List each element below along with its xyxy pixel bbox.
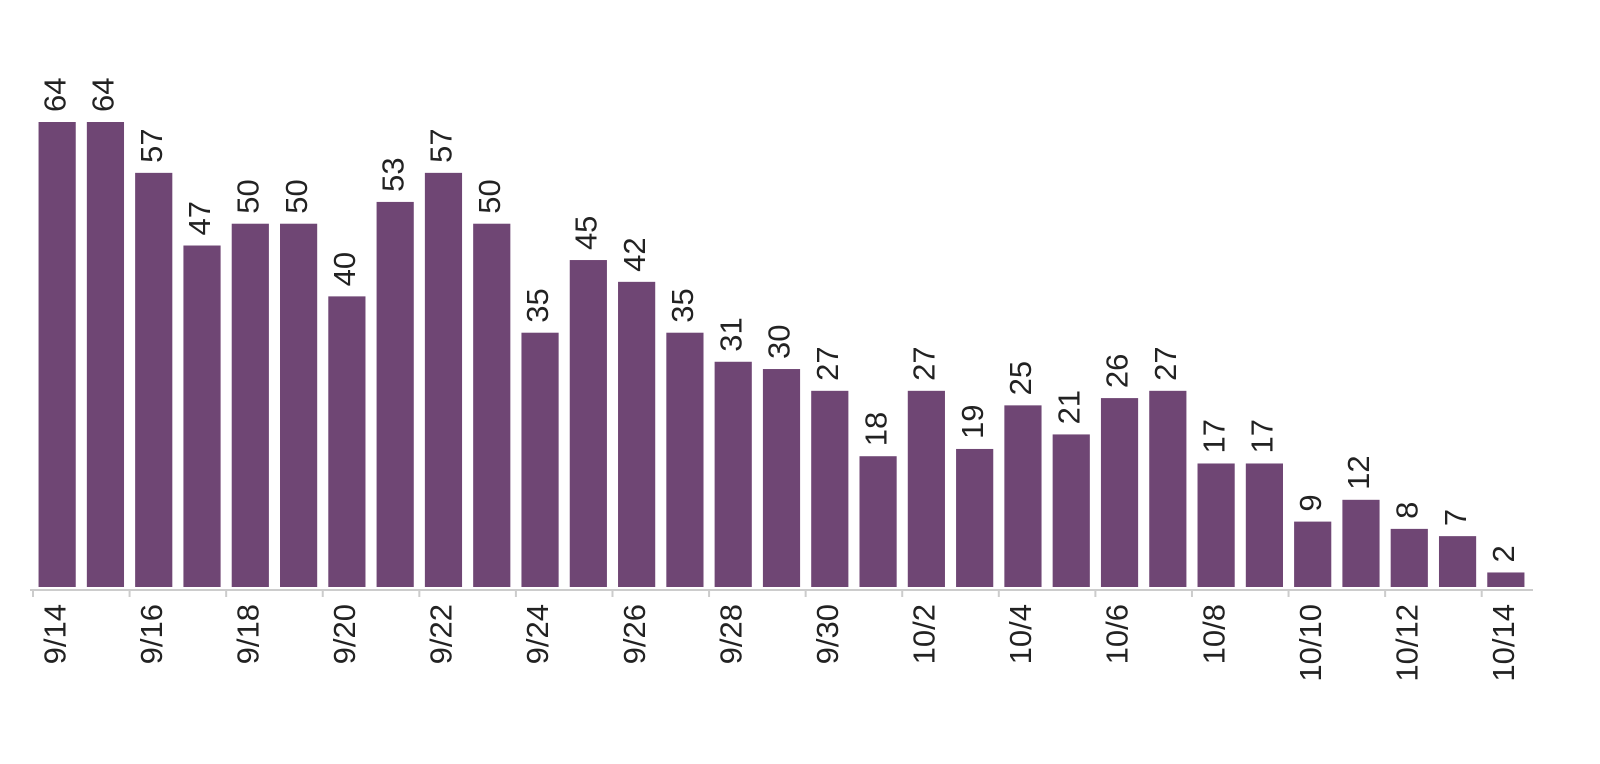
bar [1004, 405, 1042, 587]
value-label: 35 [665, 288, 700, 322]
x-tick-label: 9/20 [327, 604, 362, 664]
value-label: 64 [37, 78, 72, 112]
value-label: 57 [424, 128, 459, 162]
bar [135, 172, 173, 587]
value-label: 2 [1486, 545, 1521, 562]
bar [1149, 390, 1187, 587]
value-label: 27 [1148, 346, 1183, 380]
bar [811, 390, 849, 587]
bar [1487, 572, 1525, 587]
x-tick-label: 10/2 [907, 604, 942, 664]
value-label: 19 [955, 404, 990, 438]
value-label: 17 [1196, 419, 1231, 453]
value-label: 45 [569, 216, 604, 250]
bar [521, 332, 559, 587]
bar [1052, 434, 1090, 587]
value-label: 50 [279, 179, 314, 213]
value-label: 9 [1293, 494, 1328, 511]
bar [618, 281, 656, 587]
x-tick-label: 10/8 [1196, 604, 1231, 664]
bar [1438, 536, 1477, 587]
value-label: 53 [375, 157, 410, 191]
value-label: 64 [86, 78, 121, 112]
value-label: 17 [1245, 419, 1280, 453]
value-label: 40 [327, 252, 362, 286]
bar [231, 223, 269, 587]
x-tick-label: 9/14 [37, 604, 72, 664]
value-label: 21 [1051, 390, 1086, 424]
value-label: 47 [182, 201, 217, 235]
bar [859, 456, 897, 587]
bar [86, 122, 125, 587]
value-label: 30 [762, 325, 797, 359]
bar [666, 332, 704, 587]
value-label: 42 [617, 237, 652, 271]
value-label: 31 [713, 317, 748, 351]
value-label: 50 [472, 179, 507, 213]
bar [714, 361, 752, 587]
x-tick-label: 9/18 [230, 604, 265, 664]
value-label: 57 [134, 128, 169, 162]
x-tick-label: 9/22 [424, 604, 459, 664]
x-tick-label: 9/16 [134, 604, 169, 664]
value-label: 50 [230, 179, 265, 213]
value-label: 7 [1438, 509, 1473, 526]
x-tick-label: 10/10 [1293, 604, 1328, 682]
bar [1342, 499, 1380, 587]
x-tick-label: 9/24 [520, 604, 555, 664]
value-label: 25 [1003, 361, 1038, 395]
bar [183, 245, 221, 587]
value-label: 18 [858, 412, 893, 446]
value-label: 27 [810, 346, 845, 380]
bar [1100, 398, 1139, 587]
x-tick-label: 10/14 [1486, 604, 1521, 682]
value-label: 27 [907, 346, 942, 380]
value-label: 26 [1100, 354, 1135, 388]
bar [762, 369, 801, 587]
value-label: 12 [1341, 455, 1376, 489]
bar [424, 172, 463, 587]
x-tick-label: 9/28 [713, 604, 748, 664]
value-label: 35 [520, 288, 555, 322]
bar [280, 223, 318, 587]
bar [473, 223, 511, 587]
bar [907, 390, 945, 587]
bar [1197, 463, 1235, 587]
bar [328, 296, 366, 587]
bar [38, 122, 76, 587]
x-tick-label: 10/4 [1003, 604, 1038, 664]
bar [1245, 463, 1283, 587]
bar [376, 201, 414, 587]
x-tick-label: 10/12 [1389, 604, 1424, 682]
x-tick-label: 10/6 [1100, 604, 1135, 664]
x-tick-label: 9/30 [810, 604, 845, 664]
bar [1294, 521, 1332, 587]
value-label: 8 [1389, 502, 1424, 519]
bar [1390, 528, 1428, 587]
x-tick-label: 9/26 [617, 604, 652, 664]
bar [569, 260, 607, 587]
bar [956, 448, 994, 587]
